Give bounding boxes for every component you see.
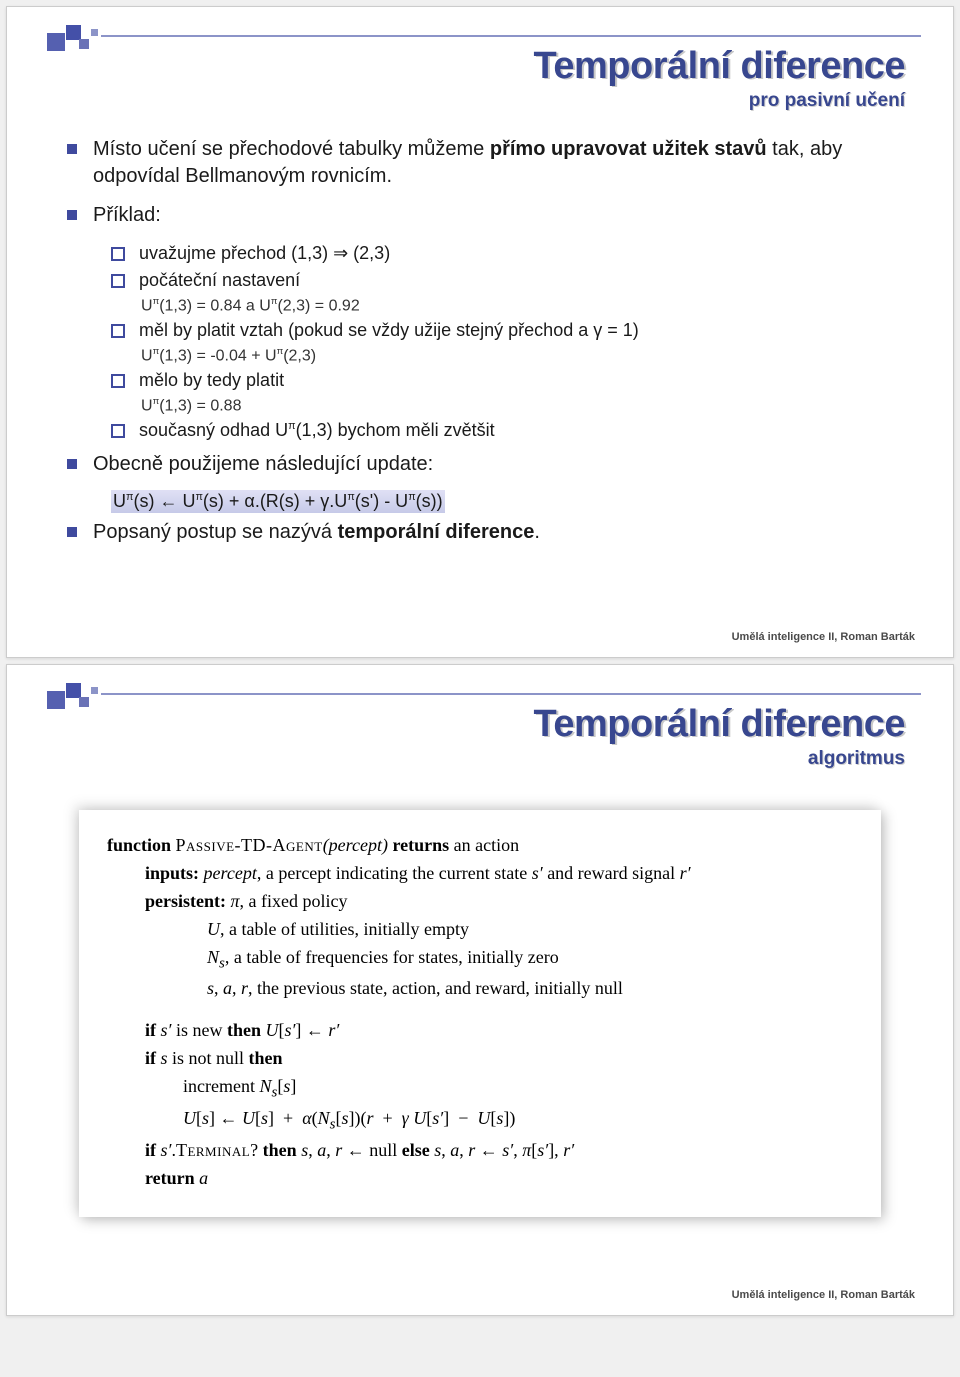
square-bullet-icon [67,459,77,469]
algo-line: if s is not null then [145,1045,853,1073]
bullet-level3: Uπ(1,3) = -0.04 + Uπ(2,3) [141,345,915,368]
title-block: Temporální diference algoritmus [45,703,905,770]
hollow-bullet-icon [111,324,125,338]
hollow-bullet-icon [111,374,125,388]
slide-title: Temporální diference [45,703,905,746]
slide-1: Temporální diference pro pasivní učení M… [6,6,954,658]
algorithm-box: function Passive-TD-Agent(percept) retur… [79,810,881,1217]
highlighted-formula: Uπ(s) ← Uπ(s) + α.(R(s) + γ.Uπ(s') - Uπ(… [111,490,445,513]
algo-line: inputs: percept, a percept indicating th… [145,860,853,888]
algo-line: U[s] ← U[s] + α(Ns[s])(r + γ U[s′] − U[s… [183,1105,853,1137]
algo-line: Ns, a table of frequencies for states, i… [207,944,853,976]
bullet-level2: počáteční nastavení [111,268,915,293]
update-formula: Uπ(s) ← Uπ(s) + α.(R(s) + γ.Uπ(s') - Uπ(… [111,490,915,513]
algo-line: U, a table of utilities, initially empty [207,916,853,944]
bullet-text: Popsaný postup se nazývá temporální dife… [93,519,915,546]
bullet-text: současný odhad Uπ(1,3) bychom měli zvětš… [139,418,915,443]
square-bullet-icon [67,210,77,220]
slide-content: Místo učení se přechodové tabulky můžeme… [67,136,915,546]
hollow-bullet-icon [111,424,125,438]
algo-line: function Passive-TD-Agent(percept) retur… [107,832,853,860]
square-bullet-icon [67,527,77,537]
bullet-level2: měl by platit vztah (pokud se vždy užije… [111,318,915,343]
algo-line: persistent: π, a fixed policy [145,888,853,916]
bullet-level1: Místo učení se přechodové tabulky můžeme… [67,136,915,190]
bullet-level3: Uπ(1,3) = 0.84 a Uπ(2,3) = 0.92 [141,295,915,318]
algo-line: return a [145,1165,853,1193]
bullet-level2: současný odhad Uπ(1,3) bychom měli zvětš… [111,418,915,443]
algo-line: if s′.Terminal? then s, a, r ← null else… [145,1137,853,1165]
slide-subtitle: algoritmus [45,748,905,770]
slide-title: Temporální diference [45,45,905,88]
bullet-text: uvažujme přechod (1,3) ⇒ (2,3) [139,241,915,266]
bullet-level1: Příklad: [67,202,915,229]
algo-line: increment Ns[s] [183,1073,853,1105]
bullet-text: Obecně použijeme následující update: [93,451,915,478]
slide-footer: Umělá inteligence II, Roman Barták [732,1289,915,1301]
bullet-text: Příklad: [93,202,915,229]
bullet-level3: Uπ(1,3) = 0.88 [141,395,915,418]
bullet-level1: Obecně použijeme následující update: [67,451,915,478]
slide-2: Temporální diference algoritmus function… [6,664,954,1316]
bullet-text: Místo učení se přechodové tabulky můžeme… [93,136,915,190]
bullet-text: měl by platit vztah (pokud se vždy užije… [139,318,915,343]
bullet-level2: mělo by tedy platit [111,368,915,393]
hollow-bullet-icon [111,274,125,288]
hollow-bullet-icon [111,247,125,261]
algo-line: s, a, r, the previous state, action, and… [207,975,853,1003]
bullet-level1: Popsaný postup se nazývá temporální dife… [67,519,915,546]
slide-subtitle: pro pasivní učení [45,90,905,112]
title-block: Temporální diference pro pasivní učení [45,45,905,112]
algo-line: if s′ is new then U[s′] ← r′ [145,1017,853,1045]
bullet-level2: uvažujme přechod (1,3) ⇒ (2,3) [111,241,915,266]
slide-footer: Umělá inteligence II, Roman Barták [732,631,915,643]
bullet-text: mělo by tedy platit [139,368,915,393]
bullet-text: počáteční nastavení [139,268,915,293]
square-bullet-icon [67,144,77,154]
